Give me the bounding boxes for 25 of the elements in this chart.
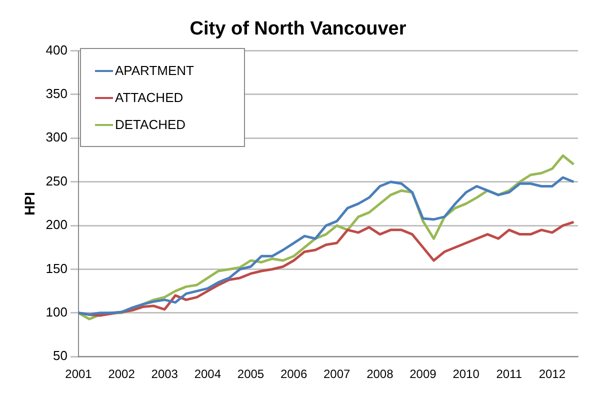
legend-label: DETACHED bbox=[115, 117, 186, 132]
y-axis-title: HPI bbox=[21, 192, 38, 216]
legend-label: ATTACHED bbox=[115, 90, 184, 105]
x-tick-label: 2001 bbox=[65, 367, 92, 382]
y-tick-label: 50 bbox=[53, 348, 68, 364]
y-tick-label: 250 bbox=[46, 173, 68, 188]
x-tick-label: 2007 bbox=[324, 367, 351, 382]
x-tick-label: 2010 bbox=[452, 367, 480, 382]
y-tick-label: 200 bbox=[46, 217, 68, 232]
y-tick-label: 100 bbox=[46, 304, 68, 320]
x-tick-label: 2011 bbox=[496, 367, 522, 382]
y-tick-label: 150 bbox=[46, 260, 68, 276]
x-tick-label: 2004 bbox=[194, 367, 222, 382]
x-tick-label: 2008 bbox=[366, 367, 394, 382]
x-tick-label: 2009 bbox=[410, 367, 437, 382]
x-tick-label: 2002 bbox=[108, 367, 136, 382]
y-tick-label: 300 bbox=[46, 130, 68, 145]
chart-title: City of North Vancouver bbox=[190, 18, 407, 40]
legend-label: APARTMENT bbox=[115, 63, 194, 78]
x-tick-label: 2003 bbox=[151, 367, 178, 382]
y-tick-label: 400 bbox=[46, 42, 68, 58]
x-tick-label: 2006 bbox=[280, 367, 308, 382]
y-tick-label: 350 bbox=[46, 86, 68, 102]
x-tick-label: 2005 bbox=[237, 367, 264, 382]
x-tick-label: 2012 bbox=[538, 367, 566, 382]
